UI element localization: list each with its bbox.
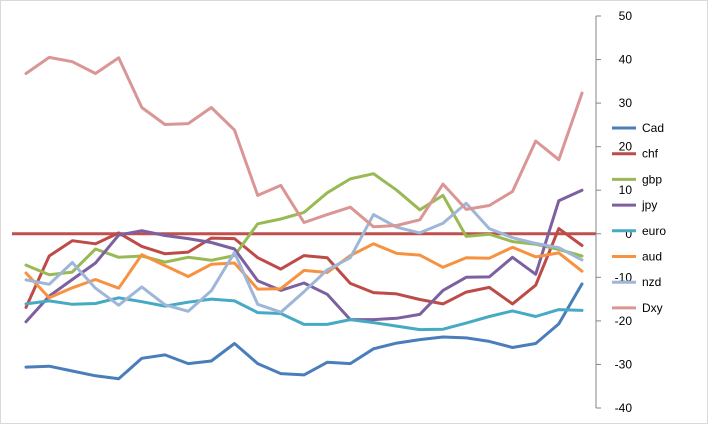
series-line-cad	[24, 282, 584, 381]
legend-label-nzd: nzd	[642, 275, 661, 289]
y-tick-label: -30	[615, 357, 633, 371]
y-tick-label: 40	[619, 53, 633, 67]
legend-label-cad: Cad	[642, 121, 664, 135]
series-line-chf	[24, 227, 584, 309]
series-line-euro	[24, 296, 584, 332]
y-tick-label: 30	[619, 96, 633, 110]
series-line-jpy	[24, 188, 584, 324]
series-line-dxy	[24, 55, 584, 229]
y-tick-label: 50	[619, 9, 633, 23]
legend-label-gbp: gbp	[642, 172, 662, 186]
legend-label-jpy: jpy	[641, 198, 657, 212]
y-tick-label: 20	[619, 140, 633, 154]
y-tick-label: 10	[619, 183, 633, 197]
legend-label-aud: aud	[642, 250, 662, 264]
series-line-nzd	[24, 201, 584, 314]
legend-label-dxy: Dxy	[642, 301, 663, 315]
series-line-aud	[24, 242, 584, 300]
y-tick-label: 0	[625, 227, 632, 241]
series-line-gbp	[24, 172, 584, 277]
y-tick-label: -20	[615, 314, 633, 328]
legend-label-chf: chf	[642, 147, 659, 161]
legend-label-euro: euro	[642, 224, 666, 238]
series-layer	[24, 55, 584, 381]
y-tick-label: -40	[615, 401, 633, 415]
legend: Cad chf gbp jpy euro aud nzd Dxy	[612, 121, 666, 315]
